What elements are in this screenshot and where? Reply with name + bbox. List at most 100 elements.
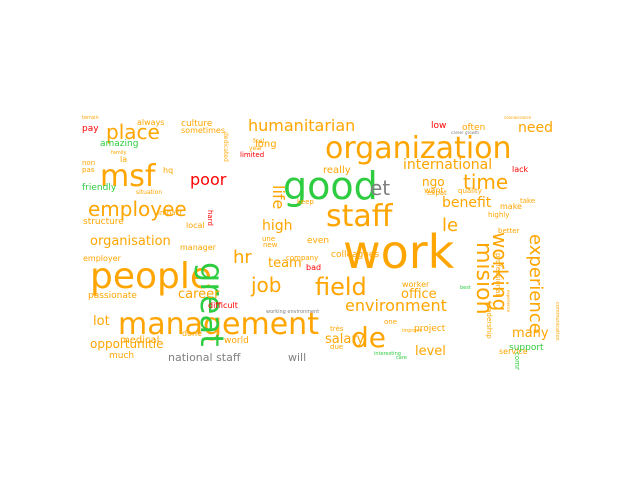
word-salary: salary — [325, 332, 365, 347]
word-experience: experience — [525, 234, 546, 334]
word-work: work — [343, 225, 455, 279]
word-life: life — [269, 185, 288, 210]
word-due: due — [330, 343, 344, 351]
word-terrain: terrain — [82, 115, 99, 121]
word-amazing: amazing — [100, 139, 139, 149]
word-good: good — [283, 164, 378, 208]
word-msf: msf — [100, 159, 156, 194]
word-et: et — [370, 176, 391, 200]
word-ngo: ngo — [422, 175, 445, 189]
word-even: even — [307, 236, 330, 246]
word-friendly: friendly — [82, 183, 117, 193]
word-will: will — [288, 351, 307, 364]
word-career-growth: career growth — [451, 130, 479, 135]
word-want: want — [424, 186, 444, 195]
word-hq: hq — [163, 166, 174, 175]
word-working-environment: working environment — [266, 309, 320, 315]
word-always: always — [137, 118, 165, 127]
word-colleagues: colleagues — [331, 250, 380, 260]
word-level: level — [415, 344, 446, 359]
word-structure: structure — [83, 217, 124, 227]
word-interesting: interesting — [374, 351, 401, 357]
word-connaissance: connaissance — [504, 115, 532, 120]
word-sometimes: sometimes — [181, 126, 226, 135]
word-world: world — [224, 336, 249, 346]
word-team: team — [268, 256, 302, 271]
word-care: care — [396, 355, 407, 361]
word-best: best — [460, 285, 471, 291]
word-non: non — [82, 159, 96, 167]
word-humanitarian: humanitarian — [248, 116, 356, 135]
word-opportunitie: opportunitie — [90, 337, 164, 351]
word-committed: committed — [513, 352, 521, 370]
word-poor: poor — [190, 170, 227, 189]
word-much: much — [109, 351, 135, 361]
word-dedicated: dedicated — [222, 132, 229, 162]
word-organisation: organisation — [90, 234, 171, 249]
word-place: place — [106, 120, 160, 144]
word-low: low — [431, 121, 447, 131]
word-medical: medical — [120, 335, 160, 346]
word-company: company — [286, 254, 319, 262]
word-professional: professional — [494, 253, 502, 296]
word-family: family — [111, 150, 127, 156]
word-la: la — [120, 155, 128, 164]
word-environment: environment — [345, 296, 447, 315]
word-keep: keep — [297, 198, 314, 206]
word-hard: hard — [206, 210, 214, 226]
word-people: people — [90, 256, 213, 297]
word-difficult: difficult — [208, 301, 238, 310]
word-better: better — [498, 227, 520, 235]
word-experience: experience — [506, 290, 511, 313]
word-need: need — [518, 120, 553, 136]
word-worker: worker — [402, 280, 430, 289]
word-pay: pay — [82, 124, 99, 134]
word-expat: expat — [427, 189, 447, 197]
word-hr: hr — [233, 247, 252, 268]
word-long: long — [255, 139, 277, 150]
word-many: many — [512, 326, 549, 341]
word-leadership: leadership — [485, 302, 493, 339]
word-management: management — [118, 307, 319, 342]
word-impact: impact — [158, 209, 183, 217]
word-national-staff: national staff — [168, 351, 241, 364]
word-new: new — [263, 241, 278, 249]
word-done: done — [182, 329, 202, 338]
word-high: high — [262, 218, 293, 234]
word-international: international — [403, 157, 493, 173]
word-de: de — [351, 321, 386, 354]
word-bad: bad — [306, 263, 322, 272]
word-feel: feel — [253, 138, 265, 145]
word-pas: pas — [82, 166, 95, 174]
word-take: take — [520, 197, 536, 205]
word-often: often — [462, 123, 486, 133]
word-field: field — [315, 273, 367, 301]
word-culture: culture — [181, 119, 213, 129]
word-year: year — [249, 145, 263, 152]
word-really: really — [323, 165, 351, 176]
word-support: support — [509, 343, 544, 353]
word-highly: highly — [488, 211, 510, 219]
word-one: one — [384, 318, 398, 326]
word-office: office — [401, 287, 437, 302]
word-staff: staff — [326, 199, 393, 234]
word-limited: limited — [240, 151, 265, 159]
word-situation: situation — [136, 189, 163, 196]
word-employee: employee — [88, 197, 187, 221]
word-lot: lot — [93, 314, 110, 329]
word-le: le — [442, 215, 459, 236]
word-improve: improve — [402, 328, 423, 334]
word-job: job — [251, 273, 282, 297]
word-time: time — [463, 170, 509, 194]
word-cloud: work people management organization staff goo… — [78, 112, 574, 371]
word-une: une — [262, 235, 276, 243]
word-passionate: passionate — [88, 291, 137, 301]
word-lack: lack — [512, 165, 529, 174]
word-quality: quality — [458, 187, 482, 195]
word-make: make — [500, 202, 522, 211]
word-benefit: benefit — [442, 195, 492, 211]
word-career: career — [178, 287, 220, 302]
word-communication: communication — [554, 302, 560, 341]
word-project: project — [414, 324, 446, 334]
word-local: local — [186, 221, 205, 230]
